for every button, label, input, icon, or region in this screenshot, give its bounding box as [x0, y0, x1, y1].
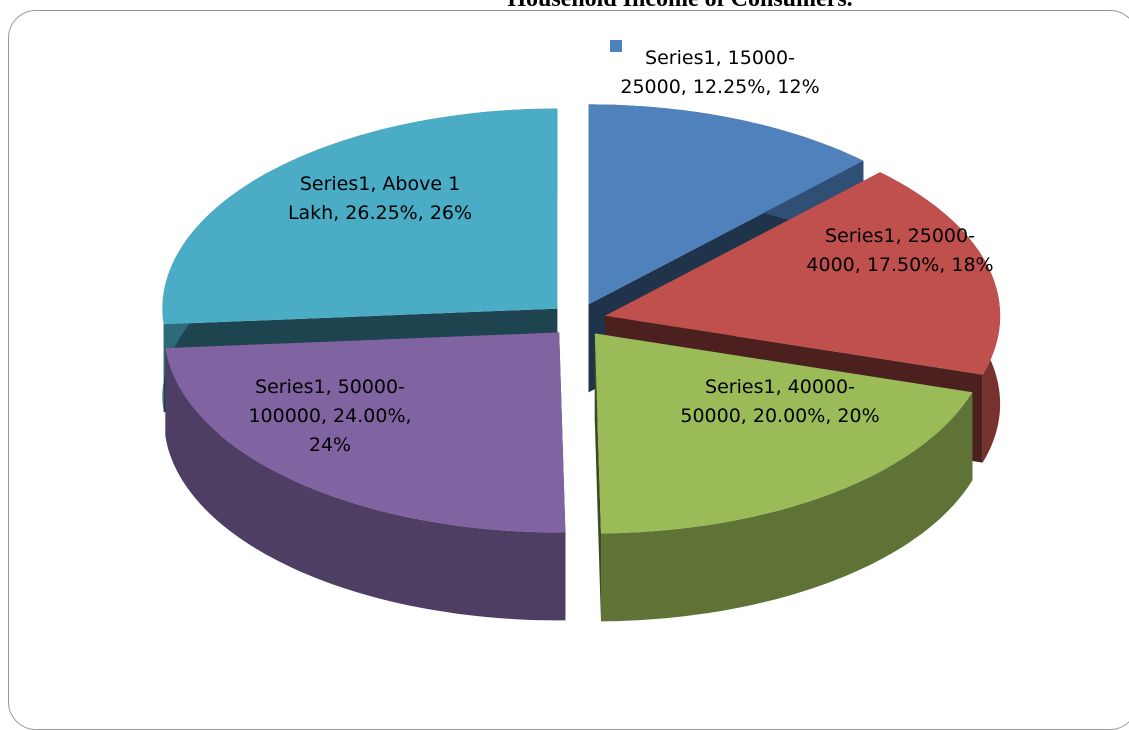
- slice: [594, 333, 973, 534]
- chart: [162, 40, 1001, 622]
- slice-side: [165, 348, 566, 621]
- data-label: Series1, 40000-50000, 20.00%, 20%: [680, 376, 880, 427]
- data-label: Series1, 15000-25000, 12.25%, 12%: [620, 47, 820, 98]
- slice: [165, 332, 566, 533]
- data-label: Series1, Above 1 Lakh, 26.25%, 26%: [287, 173, 473, 224]
- slice: [588, 104, 864, 305]
- chart-title: Household Income of Consumers.: [380, 0, 980, 13]
- page: Household Income of Consumers. (() => { …: [8, 0, 1129, 730]
- slice: [162, 108, 558, 325]
- data-label: Series1, 25000-4000, 17.50%, 18%: [806, 225, 994, 276]
- legend-key: [610, 40, 622, 52]
- slice-side: [601, 392, 973, 622]
- slice-wall: [594, 333, 601, 622]
- data-label: Series1, 50000-100000, 24.00%, 24%: [248, 376, 412, 456]
- slice: [605, 172, 1001, 375]
